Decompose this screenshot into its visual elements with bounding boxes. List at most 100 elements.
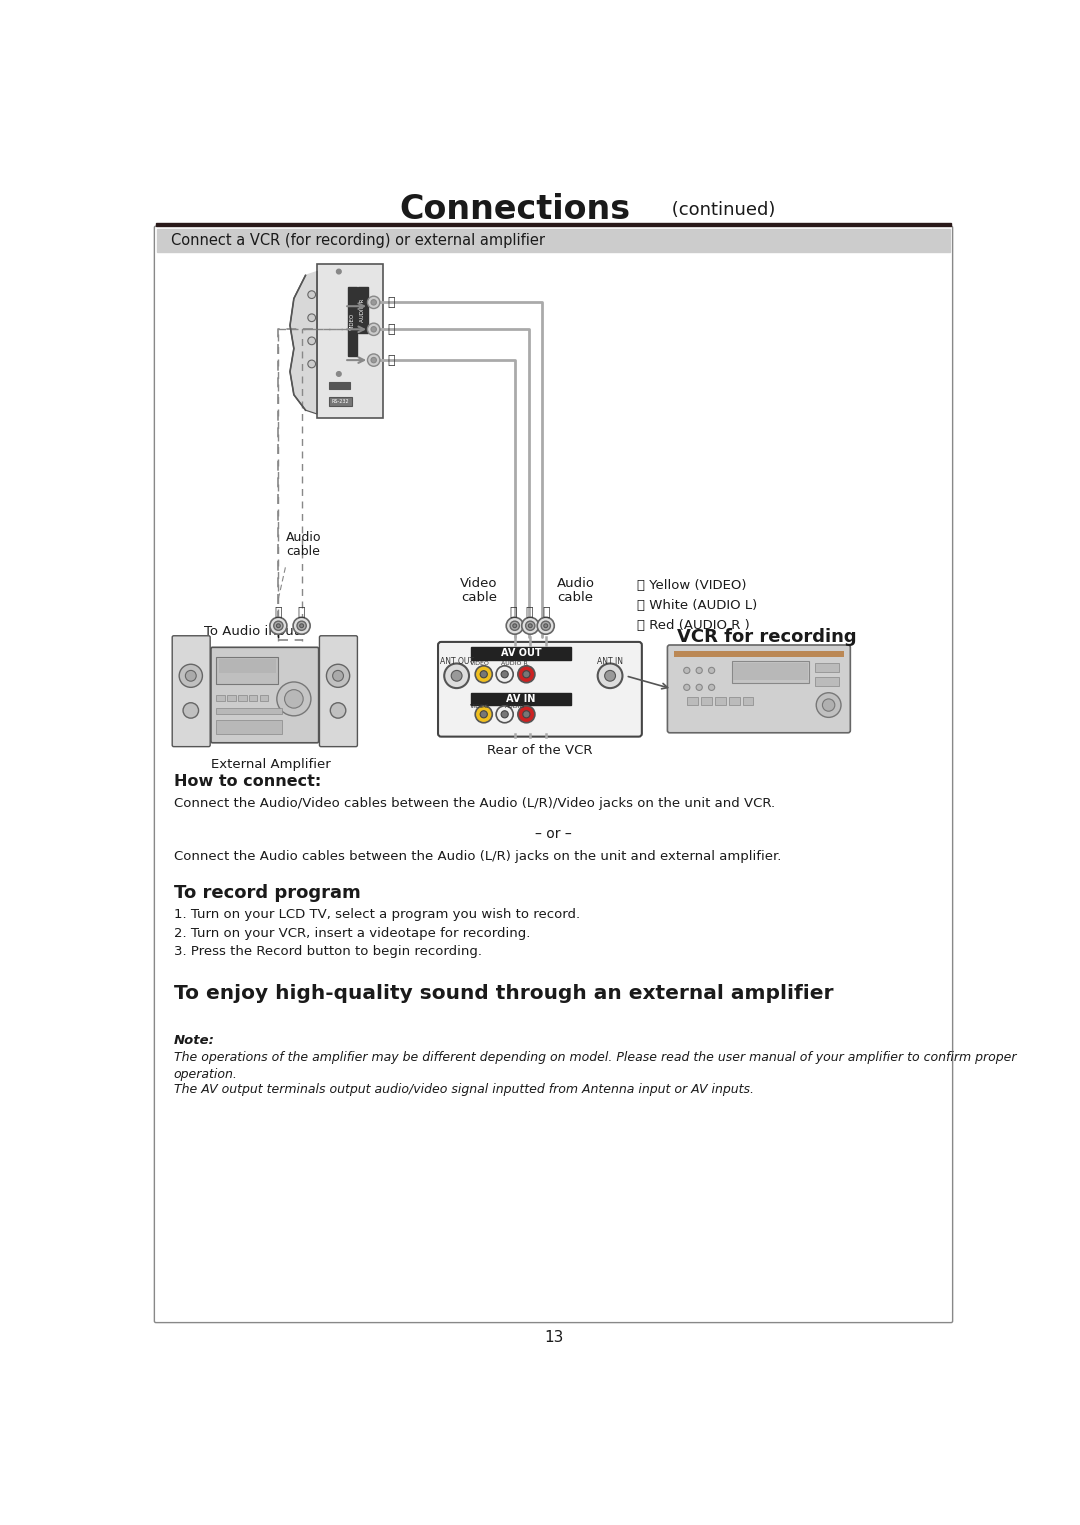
FancyBboxPatch shape: [211, 647, 319, 743]
Circle shape: [481, 711, 487, 718]
Circle shape: [367, 354, 380, 366]
Bar: [733, 663, 808, 680]
Bar: [815, 677, 839, 686]
Circle shape: [537, 618, 554, 634]
Bar: [216, 657, 279, 683]
Text: Ⓦ White (AUDIO L): Ⓦ White (AUDIO L): [637, 599, 757, 612]
Circle shape: [697, 668, 702, 674]
Circle shape: [273, 621, 283, 630]
Text: AUDIO R: AUDIO R: [501, 660, 528, 666]
Text: Ⓡ: Ⓡ: [542, 605, 550, 619]
Circle shape: [684, 668, 690, 674]
Circle shape: [605, 671, 616, 682]
Text: Rear of the VCR: Rear of the VCR: [487, 744, 593, 756]
Circle shape: [544, 624, 548, 628]
Text: VIDEO: VIDEO: [350, 313, 355, 331]
Circle shape: [367, 323, 380, 336]
Circle shape: [326, 665, 350, 688]
Bar: [328, 381, 350, 389]
Circle shape: [337, 270, 341, 274]
Circle shape: [475, 666, 492, 683]
Bar: [216, 695, 225, 702]
Text: The AV output terminals output audio/video signal inputted from Antenna input or: The AV output terminals output audio/vid…: [174, 1083, 754, 1096]
Bar: [216, 720, 282, 735]
Bar: [687, 697, 698, 705]
Circle shape: [501, 711, 509, 718]
Circle shape: [308, 360, 315, 368]
Text: cable: cable: [557, 590, 593, 604]
Text: RS-232: RS-232: [332, 400, 349, 404]
Text: cable: cable: [462, 590, 498, 604]
Circle shape: [501, 671, 509, 677]
Text: 3. Press the Record button to begin recording.: 3. Press the Record button to begin reco…: [174, 946, 482, 958]
Bar: [674, 651, 845, 657]
Circle shape: [367, 296, 380, 308]
Circle shape: [186, 671, 197, 682]
Circle shape: [276, 682, 311, 715]
Bar: [260, 695, 268, 702]
Bar: [729, 697, 740, 705]
Bar: [701, 697, 712, 705]
Bar: [815, 663, 839, 673]
Circle shape: [308, 337, 315, 345]
Circle shape: [708, 685, 715, 691]
FancyBboxPatch shape: [438, 642, 642, 737]
Text: How to connect:: How to connect:: [174, 775, 321, 790]
Bar: [471, 647, 571, 660]
Circle shape: [517, 706, 535, 723]
Text: 13: 13: [544, 1330, 563, 1345]
Circle shape: [816, 692, 841, 717]
Bar: [318, 264, 383, 418]
Text: AV IN: AV IN: [507, 694, 536, 705]
Text: The operations of the amplifier may be different depending on model. Please read: The operations of the amplifier may be d…: [174, 1051, 1016, 1064]
Text: Ⓦ: Ⓦ: [298, 605, 306, 619]
Bar: [743, 697, 754, 705]
Text: (continued): (continued): [666, 201, 775, 220]
Bar: [248, 695, 257, 702]
FancyBboxPatch shape: [154, 226, 953, 1322]
Text: ANT IN: ANT IN: [597, 657, 623, 666]
FancyBboxPatch shape: [172, 636, 211, 747]
Bar: [158, 229, 949, 252]
Text: Note:: Note:: [174, 1034, 215, 1046]
Circle shape: [333, 671, 343, 682]
Polygon shape: [291, 271, 318, 413]
Circle shape: [372, 299, 377, 305]
Circle shape: [451, 671, 462, 682]
Circle shape: [517, 666, 535, 683]
Circle shape: [597, 663, 622, 688]
FancyBboxPatch shape: [320, 636, 357, 747]
Circle shape: [522, 618, 539, 634]
Text: 2. Turn on your VCR, insert a videotape for recording.: 2. Turn on your VCR, insert a videotape …: [174, 927, 530, 939]
Circle shape: [684, 685, 690, 691]
Text: – or –: – or –: [535, 827, 572, 840]
Circle shape: [481, 671, 487, 677]
Circle shape: [526, 621, 535, 630]
Circle shape: [523, 671, 530, 677]
Text: Connect a VCR (for recording) or external amplifier: Connect a VCR (for recording) or externa…: [171, 233, 544, 249]
Circle shape: [293, 618, 310, 634]
Text: VCR for recording: VCR for recording: [677, 627, 856, 645]
Text: VIDEO: VIDEO: [470, 660, 490, 666]
Text: ⓨ Yellow (VIDEO): ⓨ Yellow (VIDEO): [637, 580, 746, 592]
Circle shape: [823, 698, 835, 711]
Circle shape: [541, 621, 551, 630]
Circle shape: [299, 624, 303, 628]
Circle shape: [179, 665, 202, 688]
Text: cable: cable: [286, 544, 320, 558]
Text: ⓨ: ⓨ: [387, 354, 394, 366]
Circle shape: [330, 703, 346, 718]
Circle shape: [308, 314, 315, 322]
Text: Ⓦ: Ⓦ: [526, 605, 534, 619]
Circle shape: [372, 326, 377, 332]
Text: VIDEO: VIDEO: [470, 705, 490, 709]
Circle shape: [496, 666, 513, 683]
Text: ANT OUT: ANT OUT: [440, 657, 474, 666]
Text: AV OUT: AV OUT: [501, 648, 541, 659]
Text: Ⓡ Red (AUDIO R ): Ⓡ Red (AUDIO R ): [637, 619, 750, 633]
Bar: [471, 692, 571, 705]
Bar: [238, 695, 246, 702]
Circle shape: [297, 621, 307, 630]
Circle shape: [337, 372, 341, 377]
Text: 1. Turn on your LCD TV, select a program you wish to record.: 1. Turn on your LCD TV, select a program…: [174, 909, 580, 921]
